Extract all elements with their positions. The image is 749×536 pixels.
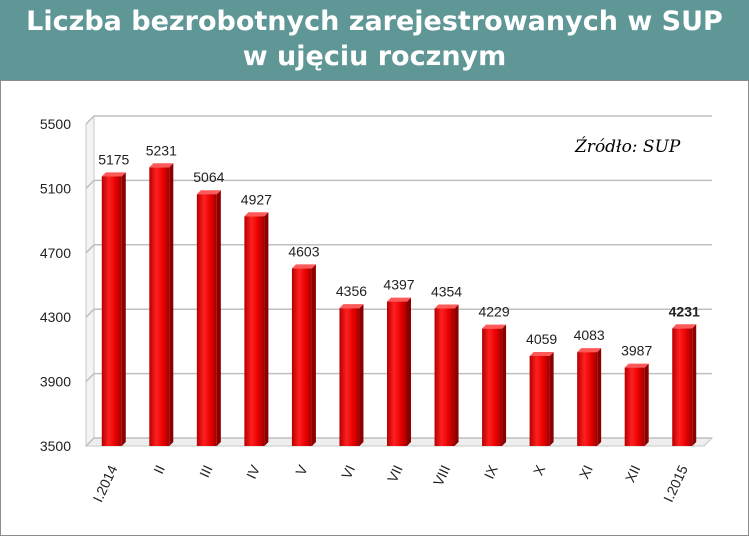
- bar-top: [339, 304, 364, 309]
- bar: [434, 308, 455, 446]
- y-tick-label: 5100: [40, 180, 71, 196]
- bar: [624, 367, 645, 446]
- x-tick-label: II: [150, 463, 168, 477]
- bar-top: [624, 363, 649, 368]
- x-tick-label: VI: [338, 463, 358, 482]
- data-label: 5231: [146, 142, 177, 158]
- bar: [577, 352, 598, 446]
- gridline-diagonal: [85, 179, 95, 189]
- bar-top: [529, 352, 554, 357]
- bar: [482, 328, 503, 446]
- chart-title-line-2: w ujęciu rocznym: [242, 41, 507, 72]
- bar: [672, 328, 693, 446]
- bar-top: [672, 324, 697, 329]
- bar-top: [577, 348, 602, 353]
- bar-side: [264, 212, 269, 446]
- gridline-diagonal: [85, 373, 95, 383]
- bar: [196, 194, 217, 446]
- y-tick-label: 4300: [40, 309, 71, 325]
- data-label: 4603: [288, 243, 319, 259]
- x-tick-label: I.2015: [660, 462, 691, 504]
- bar-side: [169, 163, 174, 446]
- bar-top: [101, 172, 126, 177]
- gridline-diagonal: [85, 244, 95, 254]
- bar-side: [502, 324, 507, 446]
- bar-top: [434, 304, 459, 309]
- x-tick-label: I.2014: [90, 462, 121, 504]
- data-label: 4356: [336, 283, 367, 299]
- bar-side: [311, 264, 316, 446]
- bar: [149, 167, 170, 446]
- x-tick-label: XII: [622, 463, 644, 485]
- bar-top: [196, 190, 221, 195]
- x-tick-label: IV: [243, 462, 263, 481]
- data-label: 5175: [98, 151, 129, 167]
- bar-side: [644, 363, 649, 446]
- bar-side: [454, 304, 459, 446]
- bar-side: [549, 352, 554, 446]
- data-label: 4083: [574, 327, 605, 343]
- bar-top: [244, 212, 269, 217]
- gridline-diagonal: [85, 437, 95, 447]
- x-tick-label: IX: [481, 462, 501, 481]
- x-tick-label: VII: [384, 463, 406, 485]
- data-label: 4059: [526, 331, 557, 347]
- data-label: 5064: [193, 169, 224, 185]
- chart-title-line-1: Liczba bezrobotnych zarejestrowanych w S…: [26, 6, 723, 37]
- chart-title-banner: Liczba bezrobotnych zarejestrowanych w S…: [0, 0, 749, 80]
- data-label: 4354: [431, 284, 462, 300]
- source-note: Źródło: SUP: [574, 136, 681, 157]
- data-label: 4397: [383, 277, 414, 293]
- bar: [339, 308, 360, 446]
- x-tick-label: X: [530, 462, 549, 478]
- data-label: 4229: [478, 304, 509, 320]
- x-tick-label: VIII: [430, 463, 453, 489]
- side-wall: [85, 114, 95, 448]
- bar-top: [387, 297, 411, 302]
- bar-side: [407, 297, 411, 446]
- data-label: 3987: [621, 343, 652, 359]
- gridline-diagonal: [85, 308, 95, 318]
- bar-side: [216, 190, 221, 446]
- y-tick-label: 5500: [40, 116, 71, 132]
- bar-side: [121, 172, 126, 446]
- bar-side: [597, 348, 602, 446]
- bar-side: [359, 304, 364, 446]
- x-tick-label: XI: [576, 463, 596, 482]
- bar: [529, 356, 550, 446]
- bar: [291, 268, 312, 446]
- y-tick-label: 3500: [40, 438, 71, 454]
- data-label: 4231: [669, 303, 700, 319]
- bar: [387, 301, 407, 446]
- bar: [244, 216, 265, 446]
- y-tick-label: 4700: [40, 245, 71, 261]
- gridline-diagonal: [85, 115, 95, 125]
- data-label: 4927: [241, 191, 272, 207]
- x-tick-label: V: [292, 462, 311, 478]
- bar: [101, 176, 122, 446]
- x-tick-label: III: [196, 463, 215, 480]
- bar-top: [482, 324, 507, 329]
- bar-top: [291, 264, 316, 269]
- bar-top: [149, 163, 174, 168]
- bar-side: [692, 324, 697, 446]
- y-tick-label: 3900: [40, 374, 71, 390]
